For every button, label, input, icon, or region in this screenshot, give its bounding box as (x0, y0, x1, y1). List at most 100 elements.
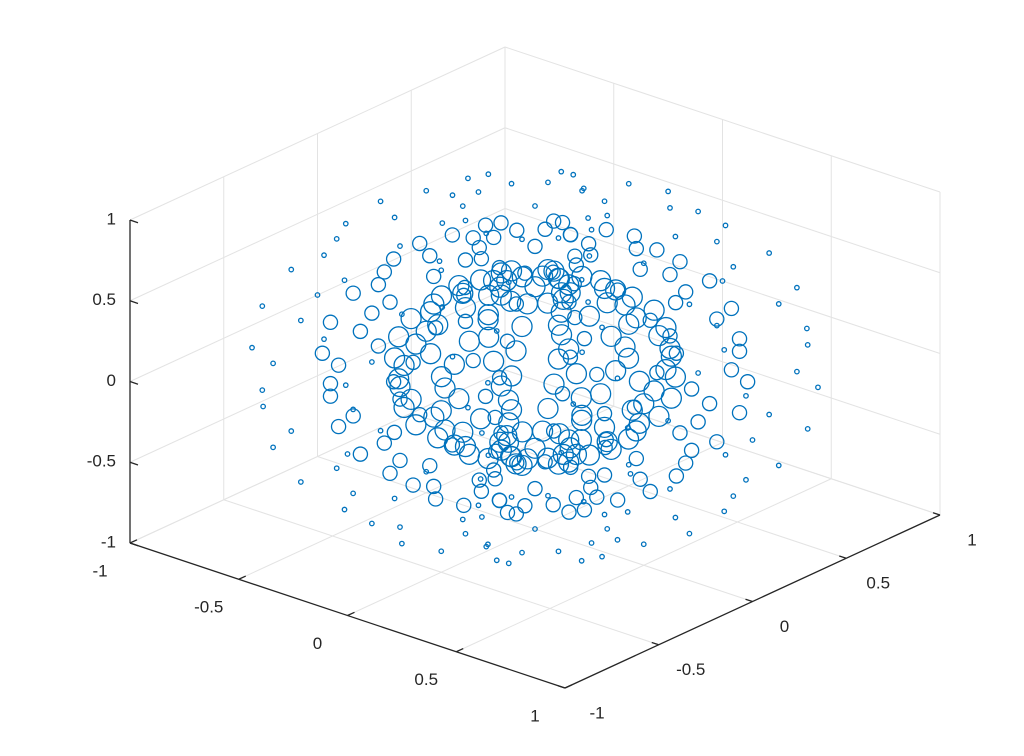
marker (562, 227, 579, 243)
marker (485, 462, 502, 478)
marker (596, 405, 613, 422)
marker (341, 506, 348, 513)
marker (368, 520, 375, 527)
marker (628, 450, 645, 467)
marker (665, 417, 672, 424)
marker (709, 311, 725, 327)
marker (458, 443, 481, 465)
marker (598, 431, 614, 448)
marker (660, 387, 682, 409)
grid-line (411, 412, 847, 559)
marker (596, 467, 613, 483)
marker (493, 215, 509, 231)
grid-line (129, 46, 506, 221)
grid-line (504, 127, 941, 274)
marker (672, 514, 679, 521)
marker (499, 333, 516, 349)
marker (558, 451, 580, 473)
marker (561, 504, 577, 520)
marker (562, 459, 579, 476)
marker (701, 273, 718, 289)
y-tick (745, 598, 753, 603)
marker (743, 476, 749, 483)
y-tick (839, 555, 847, 559)
y-tick (932, 512, 941, 516)
marker (352, 323, 369, 340)
marker (439, 220, 446, 226)
marker (664, 366, 687, 388)
marker (398, 540, 405, 547)
marker (617, 347, 640, 369)
marker (588, 226, 595, 233)
marker (537, 397, 559, 420)
marker (730, 263, 737, 270)
marker (555, 548, 562, 555)
marker (344, 451, 351, 457)
y-tick-label: 1 (967, 530, 976, 549)
marker (614, 375, 621, 382)
z-tick (129, 380, 139, 385)
marker (578, 557, 585, 564)
marker (609, 282, 626, 298)
marker (585, 215, 591, 221)
marker (599, 324, 605, 331)
marker (576, 330, 593, 347)
marker (722, 451, 729, 458)
marker (614, 294, 636, 316)
marker (625, 180, 632, 187)
marker (626, 399, 643, 415)
x-tick (564, 684, 573, 689)
marker (377, 198, 384, 205)
marker (321, 252, 327, 259)
marker (527, 480, 543, 497)
marker (405, 414, 427, 436)
marker (713, 322, 720, 329)
marker (434, 377, 456, 399)
marker (524, 276, 546, 298)
marker (648, 324, 670, 347)
grid-line (504, 288, 941, 435)
marker (477, 217, 494, 233)
marker (391, 495, 398, 502)
marker (527, 238, 543, 255)
z-tick (129, 542, 139, 547)
marker (589, 383, 612, 405)
marker (465, 352, 481, 369)
marker (427, 320, 444, 336)
marker (739, 374, 756, 390)
marker (469, 408, 492, 430)
marker (479, 430, 485, 436)
marker (382, 294, 398, 310)
marker (462, 530, 469, 537)
marker (352, 446, 369, 462)
marker (721, 346, 728, 353)
x-tick-label: -0.5 (194, 598, 223, 617)
marker (655, 316, 677, 339)
marker (532, 526, 538, 532)
marker (815, 384, 821, 391)
marker (465, 404, 471, 411)
marker (454, 297, 477, 319)
marker (508, 506, 525, 522)
marker (288, 428, 295, 434)
marker (609, 492, 626, 508)
marker (721, 508, 728, 515)
marker (649, 242, 665, 258)
marker (376, 264, 393, 280)
marker (509, 222, 525, 238)
marker (485, 452, 492, 459)
marker (665, 188, 672, 195)
marker (713, 238, 720, 245)
z-tick-label: -0.5 (87, 452, 116, 471)
marker (580, 185, 587, 192)
marker (487, 471, 503, 487)
marker (471, 472, 487, 488)
marker (393, 396, 415, 419)
marker (554, 386, 571, 402)
x-tick-label: 0.5 (414, 670, 438, 689)
marker (342, 382, 349, 389)
marker (743, 392, 749, 399)
marker (642, 312, 658, 329)
y-tick-label: 0.5 (866, 574, 890, 593)
marker (677, 455, 694, 471)
